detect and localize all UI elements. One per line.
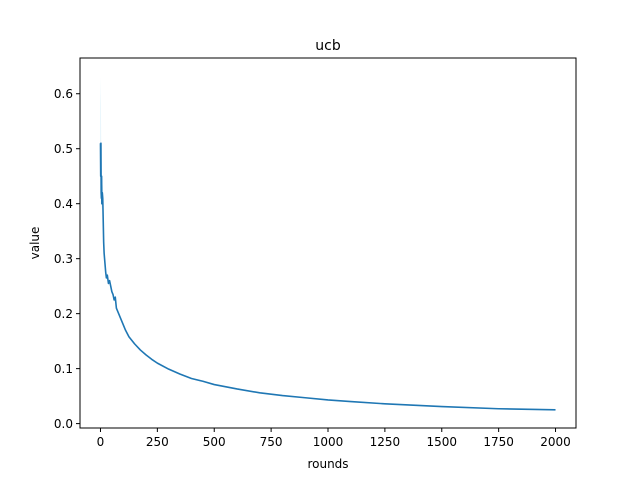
y-tick-label: 0.1	[54, 362, 73, 376]
series-line	[99, 142, 556, 411]
x-tick-label: 1250	[370, 435, 401, 449]
y-tick-label: 0.2	[54, 307, 73, 321]
x-axis-label: rounds	[307, 457, 348, 471]
y-axis-ticks: 0.0 0.1 0.2 0.3 0.4 0.5 0.6	[54, 87, 80, 431]
x-tick-label: 0	[97, 435, 105, 449]
x-tick-label: 1500	[426, 435, 457, 449]
y-tick-label: 0.0	[54, 417, 73, 431]
axes-frame	[79, 57, 577, 429]
plot-area	[99, 77, 556, 411]
y-tick-label: 0.4	[54, 197, 73, 211]
x-tick-label: 250	[146, 435, 169, 449]
x-tick-label: 750	[260, 435, 283, 449]
x-tick-label: 2000	[540, 435, 571, 449]
x-tick-label: 1000	[313, 435, 344, 449]
y-tick-label: 0.3	[54, 252, 73, 266]
x-tick-label: 500	[203, 435, 226, 449]
y-axis-label: value	[28, 227, 42, 260]
y-tick-label: 0.6	[54, 87, 73, 101]
x-axis-ticks: 0 250 500 750 1000 1250 1500 1750 2000	[97, 428, 571, 449]
y-tick-label: 0.5	[54, 142, 73, 156]
chart-title: ucb	[315, 38, 341, 54]
x-tick-label: 1750	[483, 435, 514, 449]
